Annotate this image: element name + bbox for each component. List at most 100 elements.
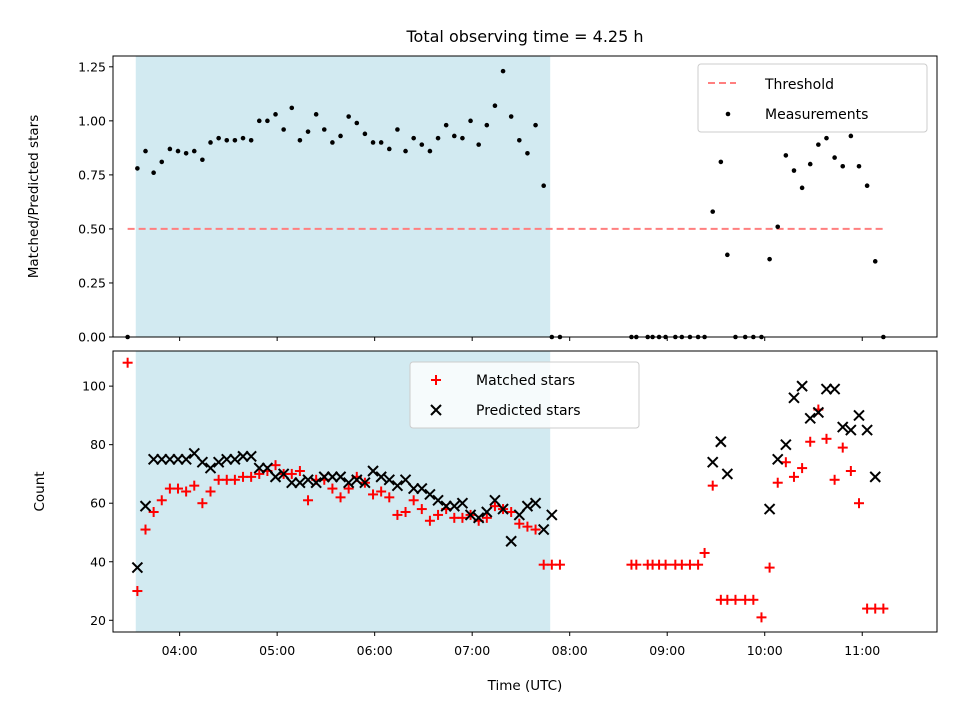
predicted-star-point bbox=[497, 503, 509, 515]
matched-star-point bbox=[132, 586, 143, 597]
matched-star-point bbox=[205, 486, 216, 497]
predicted-star-point bbox=[277, 468, 290, 480]
measurement-point bbox=[354, 120, 360, 126]
measurement-point bbox=[321, 127, 327, 132]
matched-star-point bbox=[335, 492, 346, 503]
measurement-point bbox=[856, 163, 862, 169]
matched-star-point bbox=[780, 457, 791, 468]
predicted-star-point bbox=[383, 474, 395, 486]
predicted-star-point bbox=[489, 494, 501, 506]
measurement-point bbox=[492, 103, 498, 109]
predicted-star-point bbox=[537, 523, 550, 536]
x-axis-ticks bbox=[179, 337, 863, 341]
matched-star-point bbox=[530, 524, 541, 535]
legend-predicted-glyph bbox=[430, 404, 442, 416]
measurement-point bbox=[370, 140, 376, 145]
matched-star-point bbox=[756, 612, 767, 623]
predicted-star-point bbox=[472, 512, 485, 524]
matched-star-point bbox=[254, 468, 265, 479]
x-tick-label: 07:00 bbox=[454, 643, 490, 658]
y-tick-label: 80 bbox=[90, 437, 106, 452]
predicted-star-point bbox=[820, 383, 833, 395]
measurement-point bbox=[718, 159, 724, 165]
measurement-point bbox=[419, 142, 425, 147]
predicted-star-point bbox=[837, 421, 849, 433]
predicted-star-point bbox=[156, 453, 168, 466]
measurement-point bbox=[346, 114, 351, 119]
legend: Matched stars Predicted stars bbox=[409, 361, 640, 429]
measurement-point bbox=[216, 135, 221, 141]
predicted-star-point bbox=[131, 561, 144, 574]
matched-star-point bbox=[376, 486, 387, 497]
matched-star-point bbox=[660, 559, 671, 570]
matched-star-point bbox=[821, 433, 832, 444]
measurement-point bbox=[840, 163, 846, 169]
predicted-star-point bbox=[529, 497, 542, 509]
ratio-panel: Total observing time = 4.25 h 0.000.250.… bbox=[26, 27, 938, 345]
matched-star-point bbox=[400, 506, 411, 517]
predicted-star-point bbox=[245, 450, 257, 463]
predicted-star-point bbox=[721, 468, 734, 480]
matched-star-point bbox=[246, 471, 257, 482]
measurement-point bbox=[265, 118, 270, 124]
measurements-series bbox=[125, 68, 886, 340]
measurement-point bbox=[362, 131, 368, 137]
matched-star-point bbox=[433, 509, 444, 520]
plot-frame bbox=[112, 55, 938, 338]
measurement-point bbox=[783, 153, 789, 158]
matched-star-point bbox=[270, 460, 281, 471]
measurement-point bbox=[767, 256, 772, 262]
predicted-star-point bbox=[828, 383, 841, 395]
measurement-point bbox=[816, 142, 821, 147]
measurement-point bbox=[775, 224, 781, 230]
predicted-star-point bbox=[180, 453, 192, 466]
matched-star-point bbox=[631, 559, 642, 570]
matched-star-point bbox=[797, 463, 808, 474]
matched-star-point bbox=[197, 498, 208, 509]
measurement-point bbox=[273, 112, 278, 117]
predicted-star-point bbox=[853, 409, 865, 422]
predicted-star-point bbox=[407, 482, 420, 495]
measurement-point bbox=[256, 118, 262, 124]
matched-star-point bbox=[772, 477, 783, 488]
measurement-point bbox=[517, 138, 522, 143]
matched-star-point bbox=[730, 594, 741, 605]
matched-star-point bbox=[788, 471, 799, 482]
measurement-point bbox=[330, 140, 335, 145]
measurement-point bbox=[183, 150, 189, 156]
legend-threshold-label: Threshold bbox=[764, 77, 834, 93]
matched-star-point bbox=[829, 474, 840, 485]
measurement-point bbox=[468, 118, 473, 124]
predicted-star-point bbox=[861, 424, 873, 436]
measurement-point bbox=[159, 159, 165, 165]
y-axis-label: Count bbox=[32, 471, 48, 511]
matched-star-point bbox=[327, 483, 338, 494]
matched-star-point bbox=[764, 562, 775, 573]
predicted-star-point bbox=[310, 477, 322, 489]
predicted-star-point bbox=[221, 453, 233, 466]
predicted-star-point bbox=[212, 456, 225, 468]
matched-star-point bbox=[303, 495, 314, 506]
matched-star-point bbox=[343, 483, 354, 494]
measurement-point bbox=[525, 150, 530, 156]
predicted-star-point bbox=[707, 456, 719, 468]
measurement-point bbox=[305, 129, 311, 134]
predicted-star-point bbox=[812, 406, 825, 419]
y-tick-label: 0.25 bbox=[78, 275, 106, 290]
measurement-point bbox=[403, 148, 408, 154]
predicted-star-point bbox=[261, 462, 274, 474]
predicted-star-point bbox=[448, 500, 461, 512]
matched-star-point bbox=[189, 480, 200, 491]
predicted-star-point bbox=[188, 447, 200, 460]
predicted-star-point bbox=[204, 462, 217, 474]
measurement-point bbox=[224, 138, 230, 143]
matched-star-point bbox=[294, 466, 305, 477]
predicted-star-point bbox=[464, 509, 477, 521]
y-tick-label: 0.50 bbox=[78, 221, 106, 236]
measurement-point bbox=[533, 122, 538, 128]
predicted-star-point bbox=[440, 500, 452, 512]
matched-star-point bbox=[384, 492, 395, 503]
matched-star-point bbox=[368, 489, 379, 500]
matched-star-point bbox=[506, 506, 517, 517]
